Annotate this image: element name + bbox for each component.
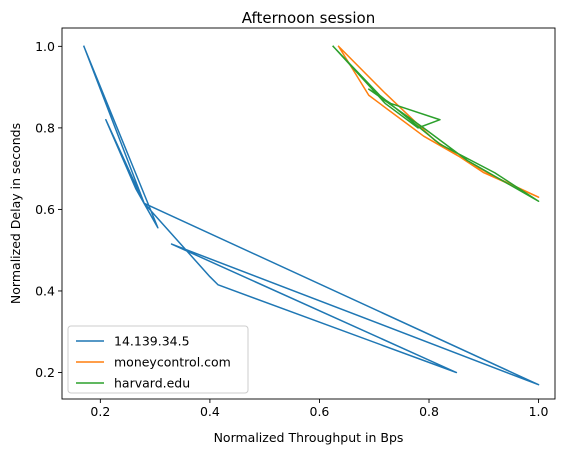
legend-label-0: 14.139.34.5 xyxy=(114,334,190,349)
x-tick-label: 0.2 xyxy=(90,404,110,419)
x-tick-label: 0.6 xyxy=(310,404,330,419)
y-tick-label: 0.8 xyxy=(35,120,55,135)
legend-label-2: harvard.edu xyxy=(114,376,190,391)
series-line-1 xyxy=(337,45,540,198)
x-axis-label: Normalized Throughput in Bps xyxy=(214,430,404,445)
x-axis-ticks: 0.2 0.4 0.6 0.8 1.0 xyxy=(90,399,549,419)
y-axis-ticks: 0.2 0.4 0.6 0.8 1.0 xyxy=(35,39,62,380)
x-tick-label: 0.4 xyxy=(200,404,220,419)
series-line-2 xyxy=(332,45,540,203)
series-line-0 xyxy=(82,45,540,386)
y-tick-label: 0.2 xyxy=(35,365,55,380)
legend-items: 14.139.34.5 moneycontrol.com harvard.edu xyxy=(76,334,231,391)
y-axis-label: Normalized Delay in seconds xyxy=(8,123,23,304)
y-tick-label: 0.4 xyxy=(35,283,55,298)
x-tick-label: 1.0 xyxy=(529,404,549,419)
x-tick-label: 0.8 xyxy=(419,404,439,419)
plot-frame xyxy=(61,27,556,400)
y-tick-label: 1.0 xyxy=(35,39,55,54)
legend-box xyxy=(67,325,249,394)
series-layer xyxy=(82,45,540,386)
legend: 14.139.34.5 moneycontrol.com harvard.edu xyxy=(67,325,249,394)
y-tick-label: 0.6 xyxy=(35,202,55,217)
chart-title: Afternoon session xyxy=(242,9,375,27)
legend-label-1: moneycontrol.com xyxy=(114,355,231,370)
